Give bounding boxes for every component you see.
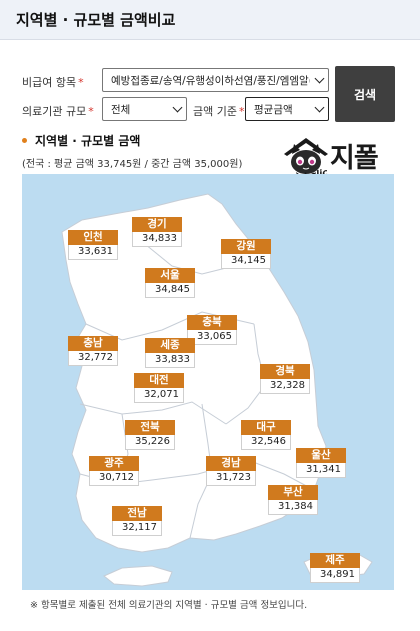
region-name: 강원 xyxy=(221,239,271,254)
region-value: 33,833 xyxy=(145,353,195,368)
region-value: 32,328 xyxy=(260,379,310,394)
region-gyeongnam: 경남 31,723 xyxy=(206,456,256,486)
region-busan: 부산 31,384 xyxy=(268,485,318,515)
region-value: 32,071 xyxy=(134,388,184,403)
region-name: 경기 xyxy=(132,217,182,232)
size-label: 의료기관 규모 xyxy=(22,105,87,118)
region-value: 31,384 xyxy=(268,500,318,515)
region-value: 30,712 xyxy=(89,471,139,486)
region-name: 인천 xyxy=(68,230,118,245)
region-value: 33,631 xyxy=(68,245,118,260)
region-jeonnam: 전남 32,117 xyxy=(112,506,162,536)
region-ulsan: 울산 31,341 xyxy=(296,448,346,478)
required-mark: * xyxy=(238,105,245,118)
chevron-down-icon xyxy=(172,102,183,113)
region-name: 광주 xyxy=(89,456,139,471)
region-value: 34,833 xyxy=(132,232,182,247)
size-select[interactable]: 전체 xyxy=(102,97,187,121)
region-gyeonggi: 경기 34,833 xyxy=(132,217,182,247)
region-value: 31,341 xyxy=(296,463,346,478)
region-name: 제주 xyxy=(310,553,360,568)
region-value: 32,772 xyxy=(68,351,118,366)
region-name: 충북 xyxy=(187,315,237,330)
basis-select[interactable]: 평균금액 xyxy=(245,97,329,121)
basis-label: 금액 기준 xyxy=(193,105,237,118)
chevron-down-icon xyxy=(314,73,325,84)
footnote: ※ 항목별로 제출된 전체 의료기관의 지역별 · 규모별 금액 정보입니다. xyxy=(30,600,308,611)
region-value: 32,546 xyxy=(241,435,291,450)
region-value: 34,145 xyxy=(221,254,271,269)
korea-map-panel: 인천 33,631 경기 34,833 강원 34,145 서울 34,845 … xyxy=(22,174,394,590)
region-incheon: 인천 33,631 xyxy=(68,230,118,260)
basis-label-wrap: 금액 기준 * xyxy=(193,103,244,119)
search-button[interactable]: 검색 xyxy=(335,66,395,122)
region-seoul: 서울 34,845 xyxy=(145,268,195,298)
size-select-value: 전체 xyxy=(111,103,131,116)
required-mark: * xyxy=(88,105,94,118)
chevron-down-icon xyxy=(314,102,325,113)
region-name: 세종 xyxy=(145,338,195,353)
region-value: 34,891 xyxy=(310,568,360,583)
region-name: 부산 xyxy=(268,485,318,500)
region-gyeongbuk: 경북 32,328 xyxy=(260,364,310,394)
region-chungbuk: 충북 33,065 xyxy=(187,315,237,345)
region-name: 전북 xyxy=(125,420,175,435)
bullet-dot-icon xyxy=(22,138,27,143)
region-jeonbuk: 전북 35,226 xyxy=(125,420,175,450)
region-value: 35,226 xyxy=(125,435,175,450)
section-title-wrap: 지역별 · 규모별 금액 xyxy=(22,132,140,149)
region-daegu: 대구 32,546 xyxy=(241,420,291,450)
region-name: 울산 xyxy=(296,448,346,463)
section-title: 지역별 · 규모별 금액 xyxy=(35,134,141,148)
region-chungnam: 충남 32,772 xyxy=(68,336,118,366)
region-sejong: 세종 33,833 xyxy=(145,338,195,368)
region-value: 32,117 xyxy=(112,521,162,536)
region-jeju: 제주 34,891 xyxy=(310,553,360,583)
item-label-wrap: 비급여 항목 * xyxy=(22,74,84,90)
region-gwangju: 광주 30,712 xyxy=(89,456,139,486)
item-select[interactable]: 예방접종료/송역/유행성이하선염/풍진/엠엠알(II xyxy=(102,68,329,92)
region-name: 대구 xyxy=(241,420,291,435)
item-label: 비급여 항목 xyxy=(22,76,77,89)
region-gangwon: 강원 34,145 xyxy=(221,239,271,269)
region-value: 34,845 xyxy=(145,283,195,298)
region-daejeon: 대전 32,071 xyxy=(134,373,184,403)
basis-select-value: 평균금액 xyxy=(254,103,293,116)
dialog-title: 지역별 · 규모별 금액비교 xyxy=(16,11,176,29)
region-name: 서울 xyxy=(145,268,195,283)
item-select-value: 예방접종료/송역/유행성이하선염/풍진/엠엠알(II xyxy=(111,74,310,87)
required-mark: * xyxy=(78,76,84,89)
region-value: 33,065 xyxy=(187,330,237,345)
region-name: 경남 xyxy=(206,456,256,471)
national-summary: (전국 : 평균 금액 33,745원 / 중간 금액 35,000원) xyxy=(22,159,243,170)
region-name: 전남 xyxy=(112,506,162,521)
size-label-wrap: 의료기관 규모 * xyxy=(22,103,94,119)
region-name: 경북 xyxy=(260,364,310,379)
region-value: 31,723 xyxy=(206,471,256,486)
dialog-header: 지역별 · 규모별 금액비교 xyxy=(0,0,420,40)
region-name: 대전 xyxy=(134,373,184,388)
region-name: 충남 xyxy=(68,336,118,351)
